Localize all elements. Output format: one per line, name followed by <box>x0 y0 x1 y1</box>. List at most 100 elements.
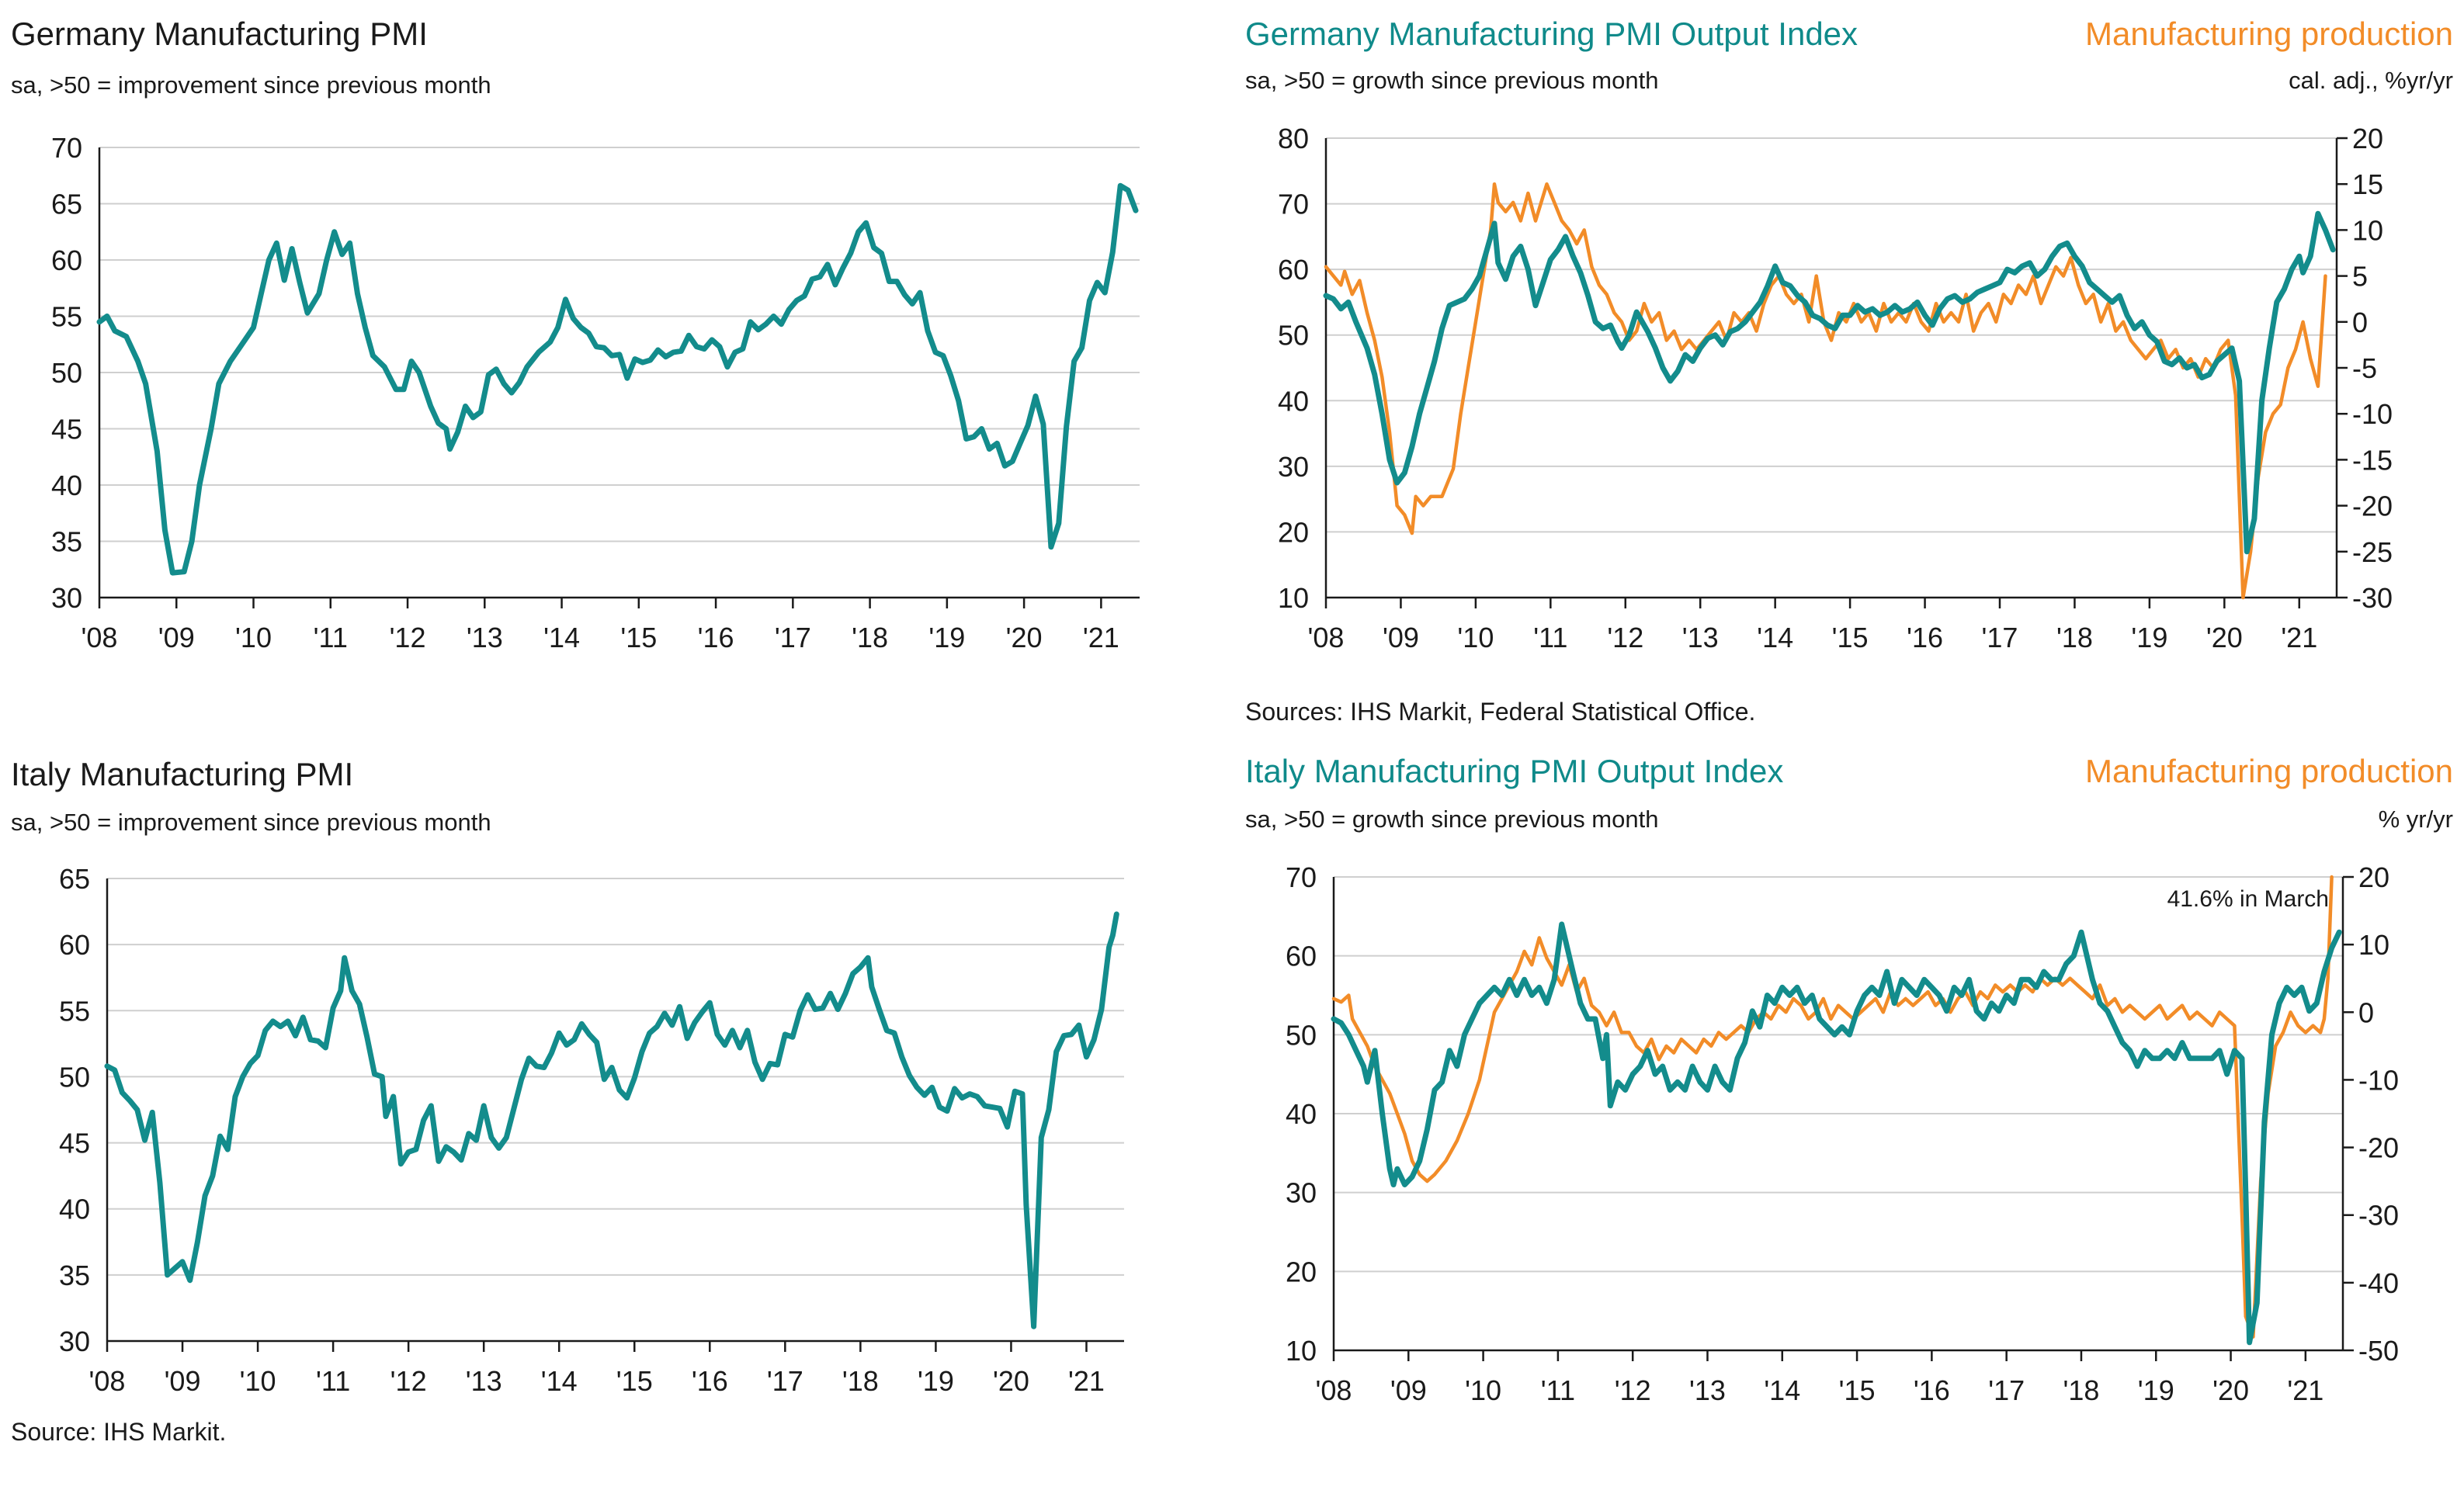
x-tick-label: '09 <box>158 622 195 653</box>
y-tick-label: 80 <box>1278 123 1309 154</box>
x-tick-label: '13 <box>466 1365 502 1397</box>
x-tick-label: '21 <box>1068 1365 1105 1397</box>
x-tick-label: '09 <box>165 1365 201 1397</box>
y-tick-label: 30 <box>59 1326 90 1357</box>
x-tick-label: '08 <box>1316 1374 1352 1406</box>
y2-tick-label: -30 <box>2358 1200 2399 1232</box>
y-tick-label: 20 <box>1278 516 1309 548</box>
annotation: 41.6% in March <box>2167 886 2329 912</box>
chart-title: Italy Manufacturing PMI Output Index <box>1245 753 1783 789</box>
y-tick-label: 50 <box>51 357 82 389</box>
y-tick-label: 50 <box>59 1061 90 1093</box>
y2-tick-label: -20 <box>2352 490 2393 522</box>
y2-tick-label: 5 <box>2352 261 2368 293</box>
x-tick-label: '20 <box>2212 1374 2249 1406</box>
y-tick-label: 60 <box>59 929 90 961</box>
y2-tick-label: 0 <box>2358 996 2374 1028</box>
chart-subtitle: sa, >50 = growth since previous month <box>1245 806 1658 833</box>
x-tick-label: '10 <box>1465 1374 1501 1406</box>
y-tick-label: 50 <box>1278 320 1309 352</box>
x-tick-label: '19 <box>2131 622 2167 653</box>
x-tick-label: '20 <box>2206 622 2243 653</box>
tick-labels: 30 35 40 45 50 55 60 65 '08 '09 '10 '11 '12 '13 '14 '15… <box>59 863 1124 1397</box>
y2-tick-label: 10 <box>2358 929 2389 961</box>
chart-subtitle: sa, >50 = growth since previous month <box>1245 67 1658 94</box>
y-tick-label: 10 <box>1286 1335 1317 1367</box>
y-tick-label: 70 <box>1286 861 1317 893</box>
production-series-line <box>1324 182 2327 600</box>
x-tick-label: '10 <box>235 622 272 653</box>
gridlines <box>107 878 1124 1276</box>
x-tick-label: '17 <box>775 622 811 653</box>
y-tick-label: 60 <box>1278 254 1309 286</box>
y-tick-label: 20 <box>1286 1256 1317 1287</box>
x-tick-label: '17 <box>1982 622 2018 653</box>
y-tick-label: 55 <box>51 301 82 333</box>
y2-tick-label: -20 <box>2358 1132 2399 1164</box>
x-tick-label: '10 <box>240 1365 276 1397</box>
y-tick-label: 30 <box>1278 451 1309 483</box>
tick-labels: 10 20 30 40 50 60 70 -50 -40 -30 -20 -10 0 10 20 '08 '09… <box>1286 861 2399 1406</box>
y-tick-label: 45 <box>59 1128 90 1159</box>
y2-tick-label: -5 <box>2352 352 2377 384</box>
y-tick-label: 30 <box>51 582 82 614</box>
x-tick-label: '19 <box>928 622 965 653</box>
x-tick-label: '08 <box>89 1365 126 1397</box>
tick-labels: 10 20 30 40 50 60 70 80 -30 -25 -20 -15 -10 -5 0 5 10 15 2… <box>1278 123 2393 653</box>
y2-tick-label: -30 <box>2352 582 2393 614</box>
italy-output-chart: Italy Manufacturing PMI Output Index Man… <box>1245 753 2453 1406</box>
x-tick-label: '17 <box>1988 1374 2025 1406</box>
pmi-series-line <box>96 182 1139 576</box>
x-tick-label: '09 <box>1383 622 1419 653</box>
series-lines <box>1331 875 2342 1346</box>
x-tick-label: '21 <box>2287 1374 2323 1406</box>
pmi-series-line <box>1323 210 2336 555</box>
y2-tick-label: -10 <box>2358 1064 2399 1096</box>
germany-pmi-chart: Germany Manufacturing PMI sa, >50 = impr… <box>11 16 1140 653</box>
x-tick-label: '14 <box>1757 622 1793 653</box>
x-tick-label: '14 <box>543 622 580 653</box>
italy-pmi-chart: Italy Manufacturing PMI sa, >50 = improv… <box>11 756 1124 1446</box>
x-tick-label: '14 <box>1764 1374 1800 1406</box>
y2-tick-label: 0 <box>2352 307 2368 338</box>
right-axis-subtitle: % yr/yr <box>2379 806 2453 833</box>
chart-subtitle: sa, >50 = improvement since previous mon… <box>11 71 491 99</box>
y-tick-label: 10 <box>1278 582 1309 614</box>
y-tick-label: 55 <box>59 995 90 1027</box>
y-tick-label: 40 <box>1286 1098 1317 1130</box>
right-series-title: Manufacturing production <box>2085 753 2453 789</box>
x-tick-label: '11 <box>314 622 348 653</box>
y-tick-label: 40 <box>1278 385 1309 417</box>
y-tick-label: 35 <box>59 1260 90 1291</box>
y2-tick-label: -40 <box>2358 1267 2399 1299</box>
x-tick-label: '11 <box>1541 1374 1575 1406</box>
x-tick-label: '16 <box>1907 622 1943 653</box>
source-note: Sources: IHS Markit, Federal Statistical… <box>1245 698 1755 726</box>
y2-tick-label: 15 <box>2352 168 2383 200</box>
x-tick-label: '20 <box>993 1365 1029 1397</box>
y-tick-label: 70 <box>51 132 82 164</box>
y-tick-label: 40 <box>51 470 82 501</box>
x-tick-label: '18 <box>2063 1374 2100 1406</box>
x-tick-label: '16 <box>692 1365 728 1397</box>
series-lines <box>104 911 1119 1329</box>
y-tick-label: 45 <box>51 414 82 445</box>
x-tick-label: '12 <box>1615 1374 1651 1406</box>
y2-tick-label: -25 <box>2352 536 2393 568</box>
x-tick-label: '13 <box>1689 1374 1726 1406</box>
y2-tick-label: 20 <box>2352 123 2383 154</box>
x-tick-label: '20 <box>1006 622 1043 653</box>
x-tick-label: '15 <box>620 622 657 653</box>
x-tick-label: '17 <box>767 1365 803 1397</box>
y2-tick-label: 20 <box>2358 861 2389 893</box>
x-tick-label: '12 <box>1607 622 1643 653</box>
right-series-title: Manufacturing production <box>2085 16 2453 52</box>
x-tick-label: '15 <box>616 1365 653 1397</box>
chart-title: Italy Manufacturing PMI <box>11 756 353 792</box>
y-tick-label: 40 <box>59 1194 90 1225</box>
y2-tick-label: -50 <box>2358 1335 2399 1367</box>
x-tick-label: '14 <box>541 1365 578 1397</box>
gridlines <box>1326 137 2337 533</box>
series-lines <box>1323 182 2336 600</box>
pmi-series-line <box>104 911 1119 1329</box>
